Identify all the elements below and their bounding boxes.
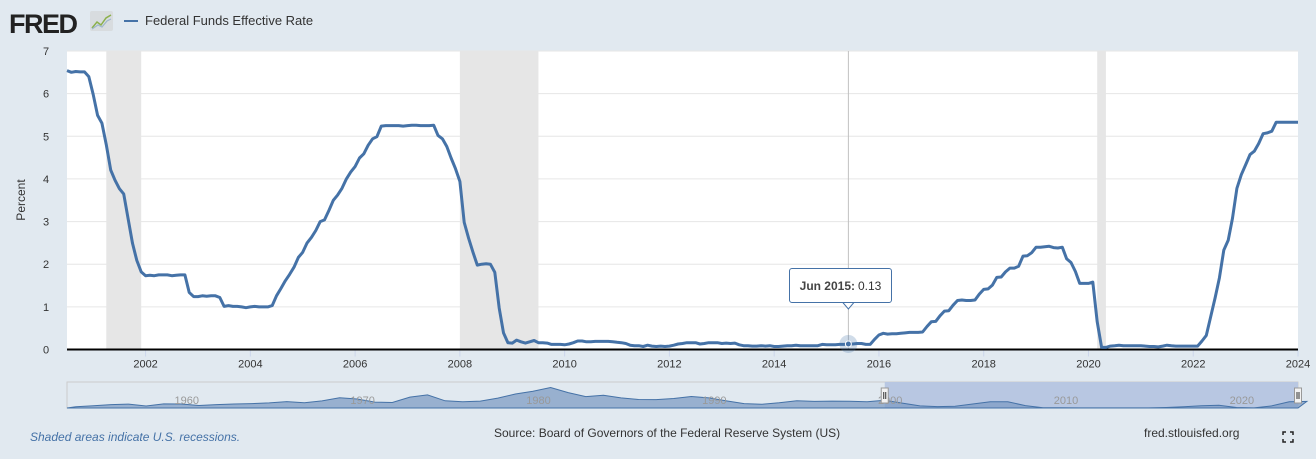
handle-body [1294,387,1302,404]
legend-swatch [124,19,138,22]
y-tick-label: 5 [43,131,49,143]
plot-background [67,51,1298,350]
y-tick-label: 6 [43,89,49,101]
source-text: Source: Board of Governors of the Federa… [494,426,841,440]
handle-body [880,387,889,404]
site-link[interactable]: fred.stlouisfed.org [1144,426,1240,440]
legend-label: Federal Funds Effective Rate [145,13,314,28]
navigator-tick-label: 2020 [1230,395,1254,407]
x-tick-label: 2024 [1286,359,1310,371]
x-tick-label: 2004 [238,359,262,371]
x-tick-label: 2012 [657,359,681,371]
navigator-handle-left[interactable] [880,387,889,404]
navigator-tick-label: 2010 [1054,395,1078,407]
tooltip: Jun 2015: 0.13 [789,268,892,303]
recession-band [1097,51,1106,350]
y-tick-label: 1 [43,302,49,314]
x-tick-label: 2010 [552,359,576,371]
tooltip-value: 0.13 [858,278,882,293]
line-chart[interactable]: 0 1 2 3 4 5 6 7 Percent 2002 2004 2006 2008 2010 2012 2… [0,0,1316,420]
x-tick-label: 2014 [762,359,786,371]
tooltip-date: Jun 2015: [799,278,855,293]
recession-note: Shaded areas indicate U.S. recessions. [30,430,241,444]
x-tick-label: 2006 [343,359,367,371]
y-tick-label: 7 [43,46,49,58]
series-line [66,69,1298,349]
navigator-handle-right[interactable] [1294,387,1302,404]
x-tick-label: 2020 [1076,359,1100,371]
x-tick-label: 2018 [971,359,995,371]
x-tick-label: 2008 [448,359,472,371]
legend-item[interactable]: Federal Funds Effective Rate [124,13,313,28]
navigator-tick-label: 1970 [350,395,374,407]
y-tick-label: 2 [43,259,49,271]
x-tick-label: 2022 [1181,359,1205,371]
y-tick-label: 3 [43,217,49,229]
chart-line-icon [90,11,113,31]
x-tick-label: 2016 [867,359,891,371]
navigator-tick-label: 1960 [175,395,199,407]
y-axis-label: Percent [14,179,28,221]
y-tick-label: 4 [43,174,49,186]
fullscreen-icon[interactable] [1281,430,1295,444]
navigator-tick-label: 1990 [702,395,726,407]
highlight-point [844,340,852,348]
navigator-tick-label: 1980 [526,395,550,407]
y-tick-label: 0 [43,345,49,357]
navigator-selection[interactable] [884,382,1298,408]
fred-logo[interactable]: FRED [9,9,78,39]
navigator-series [66,386,1309,409]
x-tick-label: 2002 [133,359,157,371]
